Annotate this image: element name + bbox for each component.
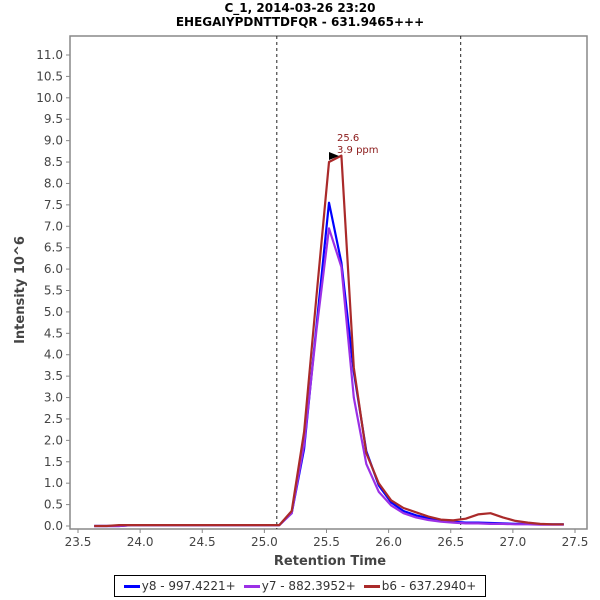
axes: 0.0 0.5 1.0 1.5 2.0 2.5 3.0 3.5 4.0 4.5 5.0 5.5 6.0 6… <box>36 35 589 549</box>
series-lines <box>94 154 564 528</box>
y-tick-label: 6.0 <box>44 262 63 276</box>
x-tick-label: 23.5 <box>65 535 92 549</box>
legend-label-b6: b6 - 637.2940+ <box>381 579 477 593</box>
x-tick-label: 25.0 <box>251 535 278 549</box>
y-tick-label: 9.0 <box>44 134 63 148</box>
legend-item-y7[interactable]: y7 - 882.3952+ <box>243 579 356 593</box>
y-tick-label: 7.0 <box>44 219 63 233</box>
x-tick-label: 24.5 <box>189 535 216 549</box>
y-tick-label: 9.5 <box>44 112 63 126</box>
y-tick-label: 4.5 <box>44 326 63 340</box>
y-tick-label: 8.5 <box>44 155 63 169</box>
peak-annotation: 25.6 3.9 ppm <box>329 133 379 160</box>
x-axis-label: Retention Time <box>274 554 386 569</box>
retention-time-markers <box>276 36 462 529</box>
y-tick-label: 7.5 <box>44 198 63 212</box>
y-tick-label: 10.0 <box>36 91 63 105</box>
x-tick-label: 24.0 <box>127 535 154 549</box>
series-line-2 <box>94 154 564 528</box>
y-tick-label: 0.0 <box>44 519 63 533</box>
legend-swatch-y8 <box>123 584 140 588</box>
legend-item-b6[interactable]: b6 - 637.2940+ <box>363 579 477 593</box>
y-tick-label: 4.0 <box>44 348 63 362</box>
y-tick-label: 1.5 <box>44 455 63 469</box>
y-tick-label: 10.5 <box>36 69 63 83</box>
x-tick-label: 27.0 <box>500 535 527 549</box>
legend: y8 - 997.4221+ y7 - 882.3952+ b6 - 637.2… <box>114 575 486 597</box>
peak-rt-label: 25.6 <box>337 133 359 144</box>
y-tick-label: 2.0 <box>44 433 63 447</box>
peak-marker-arrow-icon <box>329 152 339 160</box>
y-tick-label: 0.5 <box>44 498 63 512</box>
plot-area <box>69 35 588 530</box>
x-tick-label: 26.0 <box>375 535 402 549</box>
y-tick-label: 5.0 <box>44 305 63 319</box>
peak-ppm-label: 3.9 ppm <box>337 145 379 156</box>
y-tick-label: 2.5 <box>44 412 63 426</box>
y-tick-label: 3.0 <box>44 391 63 405</box>
x-tick-label: 25.5 <box>313 535 340 549</box>
x-tick-label: 27.5 <box>562 535 589 549</box>
y-axis-label: Intensity 10^6 <box>13 236 28 344</box>
legend-label-y8: y8 - 997.4221+ <box>141 579 236 593</box>
y-tick-label: 3.5 <box>44 369 63 383</box>
chromatogram-plot: 0.0 0.5 1.0 1.5 2.0 2.5 3.0 3.5 4.0 4.5 5.0 5.5 6.0 6… <box>13 35 589 569</box>
legend-swatch-y7 <box>243 584 260 588</box>
y-tick-label: 5.5 <box>44 284 63 298</box>
y-tick-label: 6.5 <box>44 241 63 255</box>
legend-item-y8[interactable]: y8 - 997.4221+ <box>123 579 236 593</box>
chart-subtitle: EHEGAIYPDNTTDFQR - 631.9465+++ <box>175 15 425 29</box>
y-tick-label: 8.0 <box>44 176 63 190</box>
chart-title: C_1, 2014-03-26 23:20 <box>224 1 376 15</box>
legend-label-y7: y7 - 882.3952+ <box>261 579 356 593</box>
legend-swatch-b6 <box>363 584 380 588</box>
y-tick-label: 1.0 <box>44 476 63 490</box>
x-tick-label: 26.5 <box>437 535 464 549</box>
y-tick-label: 11.0 <box>36 48 63 62</box>
